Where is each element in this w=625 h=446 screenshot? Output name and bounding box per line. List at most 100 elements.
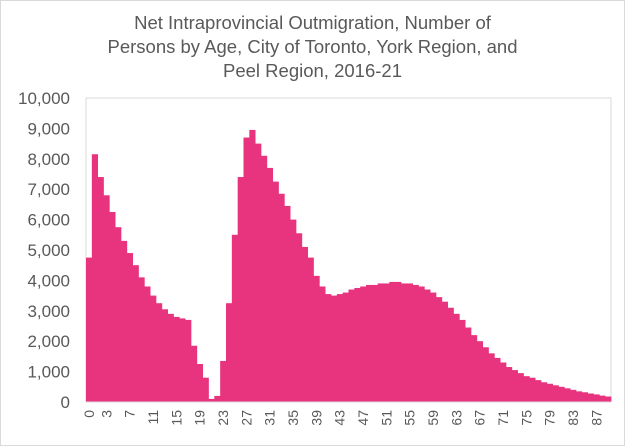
- x-tick-label: 43: [332, 410, 348, 426]
- bar: [196, 364, 204, 402]
- bar: [418, 286, 425, 402]
- bar: [243, 137, 250, 402]
- bar: [307, 257, 314, 402]
- x-tick-label: 51: [378, 410, 394, 426]
- x-tick-label: 71: [495, 410, 511, 426]
- bar: [465, 327, 472, 402]
- bar: [482, 347, 489, 402]
- bar: [471, 335, 478, 402]
- bar: [360, 286, 367, 402]
- bar: [150, 295, 157, 402]
- bar: [453, 313, 460, 402]
- x-tick-label: 87: [588, 410, 604, 426]
- bar: [296, 233, 303, 402]
- bar: [459, 319, 466, 402]
- y-tick-label: 4,000: [27, 271, 70, 290]
- x-tick-label: 27: [238, 410, 254, 426]
- bar: [144, 286, 151, 402]
- bar: [266, 167, 274, 402]
- bar: [156, 303, 163, 402]
- x-tick-label: 15: [168, 410, 184, 426]
- bar: [226, 303, 233, 402]
- bar: [581, 392, 589, 402]
- bar: [389, 281, 396, 402]
- bar: [523, 376, 530, 402]
- bar: [506, 367, 513, 402]
- y-tick-label: 8,000: [27, 150, 70, 169]
- bar: [552, 385, 559, 402]
- x-tick-label: 35: [285, 410, 301, 426]
- x-tick-label: 59: [425, 410, 441, 426]
- bar: [412, 284, 419, 402]
- bar: [91, 154, 99, 402]
- bar: [272, 181, 279, 402]
- bar: [214, 395, 221, 402]
- y-tick-label: 5,000: [27, 241, 70, 260]
- x-tick-label: 31: [262, 410, 278, 426]
- bar: [179, 318, 186, 402]
- bar: [541, 382, 548, 402]
- bar: [441, 301, 449, 402]
- bar: [395, 281, 402, 402]
- bar: [488, 353, 495, 402]
- bar: [587, 393, 594, 402]
- bar: [535, 380, 542, 402]
- bar: [249, 129, 256, 403]
- bar: [511, 370, 519, 402]
- x-tick-label: 67: [472, 410, 488, 426]
- bar: [278, 193, 285, 402]
- bar: [500, 362, 507, 402]
- y-tick-label: 6,000: [27, 211, 70, 230]
- bar: [406, 283, 414, 402]
- bar: [313, 275, 320, 402]
- bar: [97, 177, 104, 402]
- x-tick-label: 63: [448, 410, 464, 426]
- bar: [599, 395, 606, 402]
- bar: [336, 294, 344, 402]
- bar: [284, 205, 291, 402]
- y-tick-label: 2,000: [27, 332, 70, 351]
- bar: [261, 155, 268, 402]
- y-tick-label: 1,000: [27, 363, 70, 382]
- x-tick-label: 83: [565, 410, 581, 426]
- bar: [237, 177, 244, 402]
- y-tick-label: 10,000: [18, 89, 70, 108]
- bar: [447, 307, 454, 402]
- bar: [354, 288, 361, 402]
- bar: [202, 377, 209, 402]
- bar: [185, 319, 192, 402]
- bar: [570, 389, 577, 402]
- bar: [576, 391, 583, 402]
- bar: [377, 283, 384, 402]
- bar: [301, 246, 309, 402]
- bar: [331, 295, 338, 402]
- x-tick-label: 39: [308, 410, 324, 426]
- bar: [173, 316, 180, 402]
- x-tick-label: 23: [215, 410, 231, 426]
- x-tick-label: 19: [192, 410, 208, 426]
- bar: [476, 341, 484, 402]
- bar: [126, 253, 134, 402]
- bar: [121, 240, 128, 402]
- y-tick-label: 0: [61, 393, 70, 412]
- bar: [494, 357, 501, 402]
- bar: [348, 289, 355, 402]
- bar: [109, 212, 116, 402]
- bar: [167, 313, 174, 402]
- bar: [208, 398, 215, 402]
- bar: [342, 292, 349, 402]
- bar: [86, 257, 93, 402]
- bar: [255, 143, 262, 402]
- x-tick-label: 47: [355, 410, 371, 426]
- x-tick-label: 79: [542, 410, 558, 426]
- bar: [517, 373, 524, 402]
- bar: [132, 265, 139, 402]
- x-tick-label: 11: [145, 410, 161, 425]
- bar: [325, 294, 332, 402]
- y-tick-label: 7,000: [27, 180, 70, 199]
- y-tick-label: 3,000: [27, 302, 70, 321]
- x-tick-label: 0: [81, 410, 97, 418]
- bar: [366, 284, 373, 402]
